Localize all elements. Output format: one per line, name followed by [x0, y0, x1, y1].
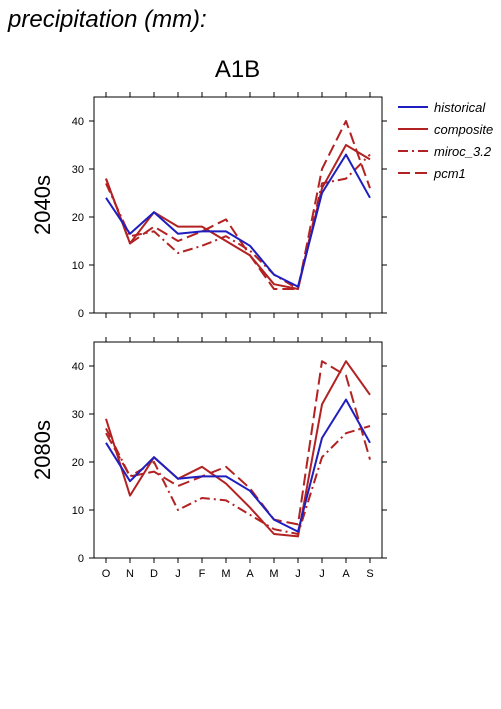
- legend-item-historical: historical: [398, 96, 493, 118]
- y-axis-label: 2040s: [30, 175, 55, 235]
- series-line-historical: [105, 153, 371, 288]
- legend-swatch: [398, 170, 428, 176]
- plot-frame: [93, 341, 383, 559]
- series-line-historical: [105, 398, 371, 533]
- y-tick-label: 20: [72, 457, 84, 469]
- x-tick-label: S: [366, 568, 373, 580]
- x-tick-label: J: [319, 568, 325, 580]
- legend-label: composite: [434, 121, 494, 137]
- legend-swatch: [398, 148, 428, 154]
- y-tick-label: 40: [72, 361, 84, 373]
- y-tick-label: 10: [72, 505, 84, 517]
- x-tick-label: J: [175, 568, 181, 580]
- x-tick-label: A: [246, 568, 254, 580]
- x-tick-label: N: [126, 568, 134, 580]
- x-tick-label: M: [269, 568, 278, 580]
- y-axis-label: 2080s: [30, 420, 55, 480]
- legend-swatch: [398, 126, 428, 132]
- scenario-title: A1B: [214, 56, 261, 83]
- y-tick-label: 0: [78, 308, 84, 320]
- y-tick-label: 10: [72, 260, 84, 272]
- legend-item-composite: composite: [398, 118, 493, 140]
- x-tick-label: O: [102, 568, 111, 580]
- y-tick-label: 30: [72, 164, 84, 176]
- legend-swatch: [398, 104, 428, 110]
- legend: historical composite miroc_3.2 pcm1: [398, 96, 493, 184]
- legend-label: miroc_3.2: [434, 143, 492, 159]
- series-line-miroc-3-2: [105, 153, 371, 290]
- x-tick-label: F: [199, 568, 206, 580]
- legend-label: historical: [434, 99, 486, 115]
- y-tick-label: 0: [78, 553, 84, 565]
- legend-item-pcm1: pcm1: [398, 162, 493, 184]
- legend-item-miroc: miroc_3.2: [398, 140, 493, 162]
- plot-frame: [93, 96, 383, 314]
- x-tick-label: A: [342, 568, 350, 580]
- series-line-composite: [105, 144, 371, 290]
- y-tick-label: 20: [72, 212, 84, 224]
- series-line-pcm1: [105, 120, 371, 290]
- x-tick-label: J: [295, 568, 301, 580]
- series-line-composite: [105, 360, 371, 538]
- y-tick-label: 30: [72, 409, 84, 421]
- x-tick-label: D: [150, 568, 158, 580]
- y-tick-label: 40: [72, 116, 84, 128]
- series-line-pcm1: [105, 360, 371, 526]
- page-title: precipitation (mm):: [8, 6, 207, 33]
- legend-label: pcm1: [434, 165, 466, 181]
- series-line-miroc-3-2: [105, 425, 371, 535]
- x-tick-label: M: [221, 568, 230, 580]
